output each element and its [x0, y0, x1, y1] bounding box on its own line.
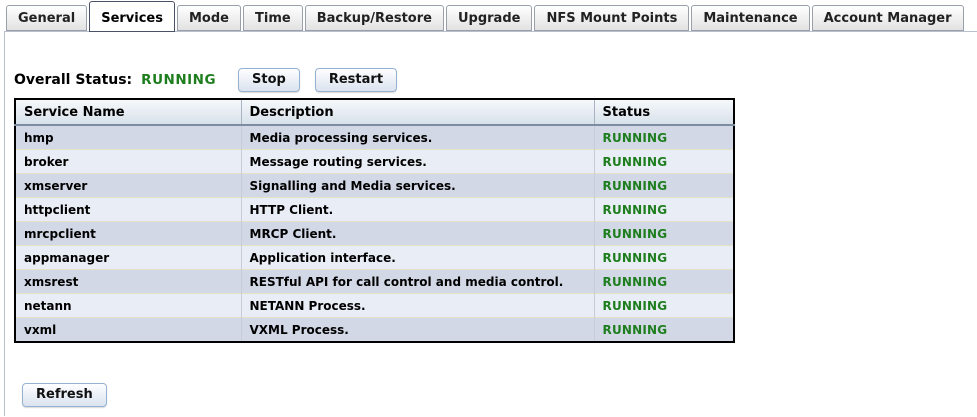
- col-header-description: Description: [240, 99, 594, 126]
- service-status-cell: RUNNING: [593, 293, 734, 318]
- service-name-cell: vxml: [15, 317, 241, 342]
- tab-mode[interactable]: Mode: [177, 5, 241, 31]
- service-status-cell: RUNNING: [593, 197, 734, 222]
- table-header-row: Service Name Description Status: [15, 99, 734, 126]
- tab-upgrade[interactable]: Upgrade: [445, 5, 533, 31]
- overall-status-label: Overall Status:: [14, 72, 133, 88]
- service-name-cell: hmp: [15, 124, 241, 150]
- overall-status-row: Overall Status: RUNNING Stop Restart: [14, 68, 977, 92]
- tab-general[interactable]: General: [6, 5, 88, 31]
- overall-status-value: RUNNING: [141, 72, 217, 88]
- refresh-button[interactable]: Refresh: [22, 383, 107, 407]
- tab-label: General: [18, 11, 76, 26]
- tab-label: Time: [255, 11, 291, 26]
- tab-label: Services: [101, 11, 163, 26]
- service-name-cell: appmanager: [15, 245, 241, 270]
- col-header-status: Status: [593, 99, 734, 126]
- service-status-cell: RUNNING: [593, 317, 734, 342]
- tab-backup-restore[interactable]: Backup/Restore: [304, 5, 444, 31]
- tab-maintenance[interactable]: Maintenance: [691, 5, 810, 31]
- service-name-cell: broker: [15, 149, 241, 174]
- tab-content-pane: Overall Status: RUNNING Stop Restart Ser…: [4, 31, 977, 416]
- tab-label: NFS Mount Points: [546, 11, 678, 26]
- table-row: xmserver Signalling and Media services. …: [15, 173, 734, 198]
- service-description-cell: HTTP Client.: [240, 197, 594, 222]
- tab-nfs-mount-points[interactable]: NFS Mount Points: [534, 5, 690, 31]
- tab-label: Upgrade: [457, 11, 521, 26]
- table-row: netann NETANN Process. RUNNING: [15, 293, 734, 318]
- tab-label: Account Manager: [823, 11, 952, 26]
- service-name-cell: netann: [15, 293, 241, 318]
- service-status-cell: RUNNING: [593, 173, 734, 198]
- tab-bar: General Services Mode Time Backup/Restore Upg…: [0, 0, 977, 32]
- service-description-cell: NETANN Process.: [240, 293, 594, 318]
- table-row: broker Message routing services. RUNNING: [15, 149, 734, 174]
- table-row: xmsrest RESTful API for call control and…: [15, 269, 734, 294]
- service-name-cell: httpclient: [15, 197, 241, 222]
- service-name-cell: mrcpclient: [15, 221, 241, 246]
- service-description-cell: VXML Process.: [240, 317, 594, 342]
- table-row: hmp Media processing services. RUNNING: [15, 124, 734, 150]
- service-description-cell: MRCP Client.: [240, 221, 594, 246]
- service-status-cell: RUNNING: [593, 149, 734, 174]
- table-row: vxml VXML Process. RUNNING: [15, 317, 734, 342]
- tab-label: Backup/Restore: [316, 11, 432, 26]
- service-description-cell: RESTful API for call control and media c…: [240, 269, 594, 294]
- table-row: mrcpclient MRCP Client. RUNNING: [15, 221, 734, 246]
- stop-button[interactable]: Stop: [238, 68, 300, 92]
- service-description-cell: Signalling and Media services.: [240, 173, 594, 198]
- table-row: httpclient HTTP Client. RUNNING: [15, 197, 734, 222]
- service-status-cell: RUNNING: [593, 221, 734, 246]
- tab-account-manager[interactable]: Account Manager: [811, 5, 964, 31]
- service-status-cell: RUNNING: [593, 245, 734, 270]
- services-table: Service Name Description Status hmp Medi…: [14, 98, 735, 343]
- service-description-cell: Message routing services.: [240, 149, 594, 174]
- service-name-cell: xmserver: [15, 173, 241, 198]
- service-status-cell: RUNNING: [593, 269, 734, 294]
- col-header-service-name: Service Name: [15, 99, 241, 126]
- table-row: appmanager Application interface. RUNNIN…: [15, 245, 734, 270]
- table-body: hmp Media processing services. RUNNING b…: [15, 124, 734, 342]
- service-status-cell: RUNNING: [593, 124, 734, 150]
- tab-label: Mode: [189, 11, 229, 26]
- tab-services[interactable]: Services: [89, 1, 175, 32]
- tab-time[interactable]: Time: [243, 5, 303, 31]
- service-name-cell: xmsrest: [15, 269, 241, 294]
- service-description-cell: Application interface.: [240, 245, 594, 270]
- tab-label: Maintenance: [703, 11, 798, 26]
- service-description-cell: Media processing services.: [240, 124, 594, 150]
- restart-button[interactable]: Restart: [314, 68, 398, 92]
